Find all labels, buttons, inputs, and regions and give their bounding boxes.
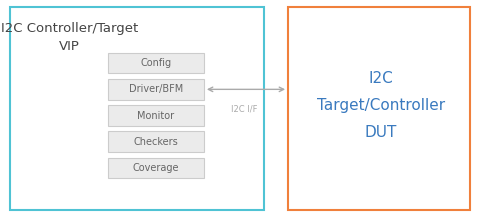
Text: I2C Controller/Target
VIP: I2C Controller/Target VIP: [1, 22, 138, 53]
Bar: [288, 7, 470, 210]
Text: Driver/BFM: Driver/BFM: [129, 84, 183, 94]
Text: Config: Config: [141, 58, 171, 68]
Text: I2C I/F: I2C I/F: [230, 105, 257, 114]
Bar: [108, 105, 204, 126]
Text: Monitor: Monitor: [137, 111, 175, 120]
Bar: [108, 53, 204, 73]
Bar: [108, 131, 204, 152]
Bar: [108, 79, 204, 100]
Text: I2C
Target/Controller
DUT: I2C Target/Controller DUT: [317, 71, 444, 140]
Bar: [10, 7, 264, 210]
Text: Checkers: Checkers: [133, 137, 179, 147]
Text: Coverage: Coverage: [133, 163, 179, 173]
Bar: [108, 158, 204, 178]
